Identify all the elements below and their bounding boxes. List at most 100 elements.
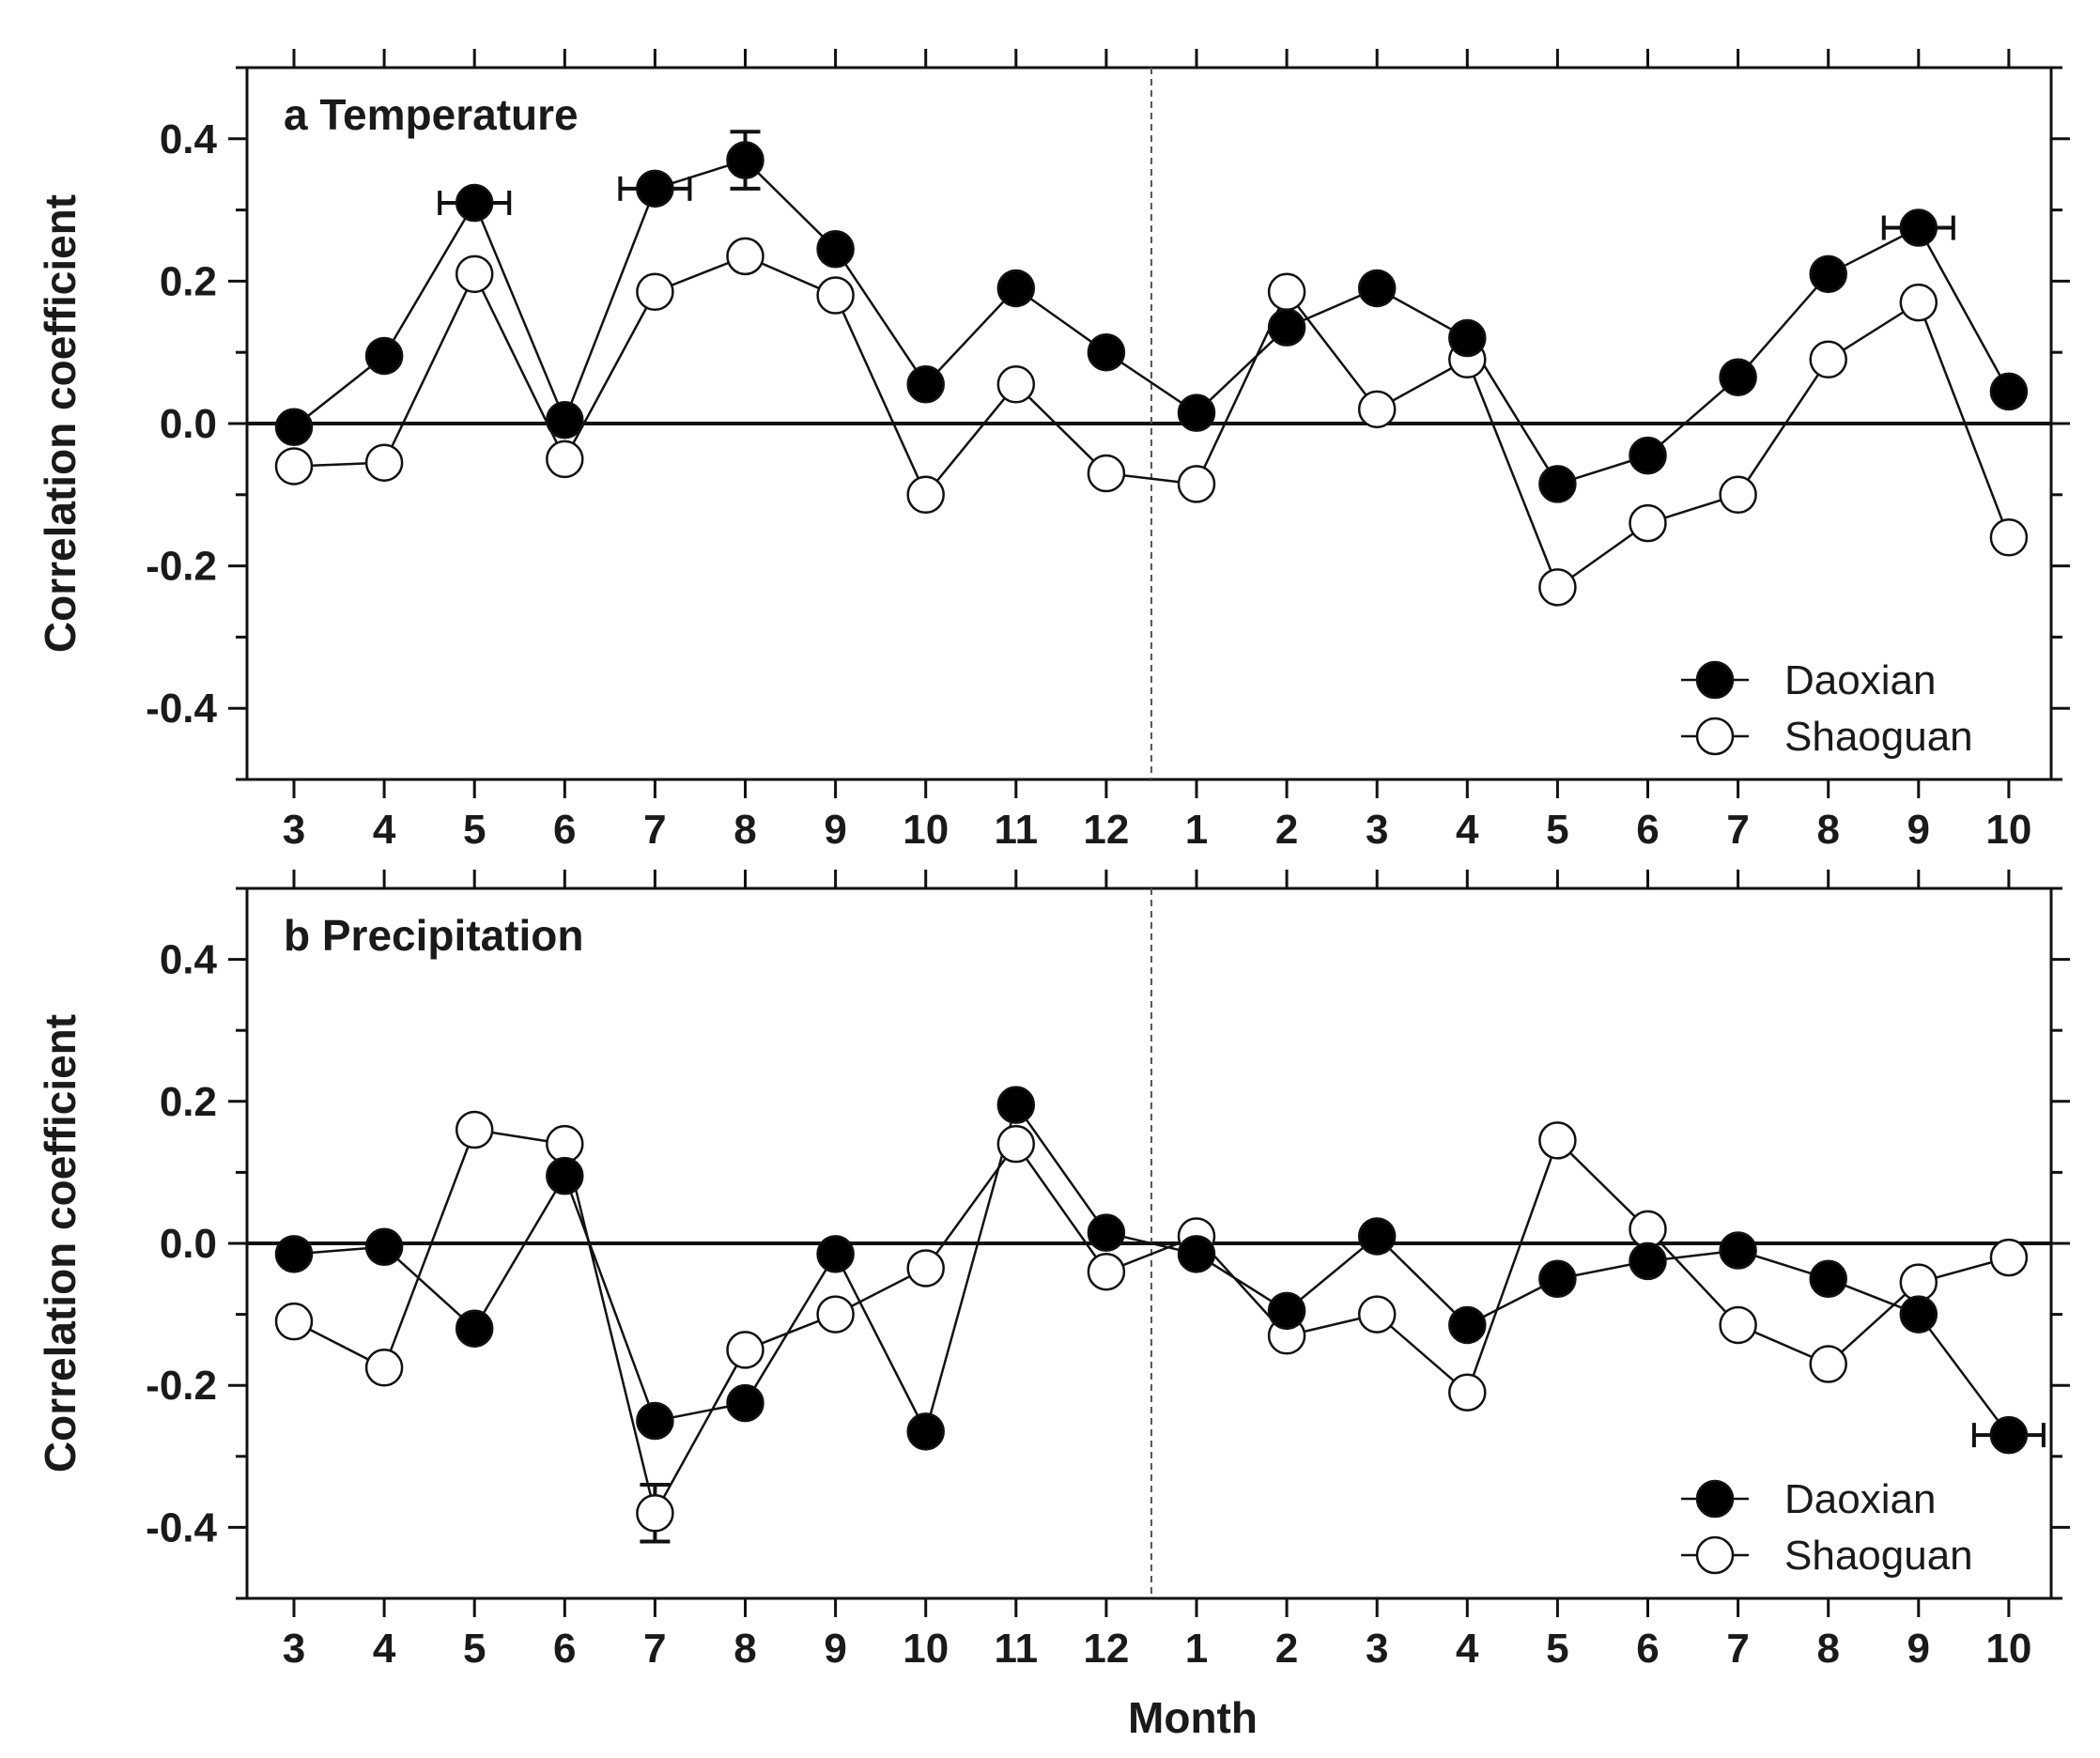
data-point-daoxian	[726, 1383, 764, 1423]
x-tick-label: 5	[463, 1626, 486, 1672]
data-point-daoxian	[636, 169, 674, 208]
data-point-shaoguan	[455, 1110, 494, 1149]
data-point-shaoguan	[906, 475, 945, 515]
legend-label-shaoguan: Shaoguan	[1784, 1533, 1973, 1579]
legend-marker-shaoguan	[1695, 1535, 1735, 1575]
data-point-shaoguan	[996, 1124, 1036, 1164]
data-point-daoxian	[1809, 1259, 1847, 1299]
data-point-daoxian	[1087, 332, 1126, 372]
data-point-shaoguan	[546, 1124, 584, 1164]
data-point-shaoguan	[1267, 272, 1306, 312]
data-point-daoxian	[1899, 208, 1938, 247]
data-point-shaoguan	[1087, 454, 1126, 493]
data-point-shaoguan	[1719, 1305, 1757, 1345]
panel-title: b Precipitation	[284, 911, 583, 960]
data-point-daoxian	[636, 1401, 674, 1441]
x-tick-label: 6	[1636, 807, 1659, 853]
data-point-daoxian	[1448, 1305, 1487, 1345]
x-tick-label: 12	[1083, 1626, 1129, 1672]
data-point-daoxian	[906, 1412, 945, 1451]
data-point-shaoguan	[726, 237, 764, 276]
legend-label-shaoguan: Shaoguan	[1784, 714, 1973, 760]
data-point-shaoguan	[364, 443, 404, 482]
y-tick-label: 0.0	[160, 401, 217, 447]
data-point-daoxian	[1538, 465, 1577, 503]
x-tick-label: 1	[1185, 1626, 1208, 1672]
x-tick-label: 6	[1636, 1626, 1659, 1672]
y-tick-label: 0.0	[160, 1221, 217, 1267]
y-tick-label: -0.4	[146, 1504, 217, 1550]
data-point-daoxian	[816, 230, 855, 269]
x-tick-label: 8	[1816, 1626, 1839, 1672]
x-tick-label: 11	[995, 807, 1039, 853]
series-line-daoxian	[293, 159, 2010, 486]
x-tick-label: 4	[1456, 1626, 1479, 1672]
data-point-daoxian	[1267, 1291, 1306, 1331]
y-tick-label: -0.2	[146, 1363, 217, 1409]
x-tick-label: 9	[824, 807, 846, 853]
y-tick-label: -0.4	[146, 686, 217, 732]
data-point-daoxian	[726, 141, 764, 179]
x-tick-label: 4	[373, 1626, 396, 1672]
data-point-daoxian	[364, 336, 404, 376]
data-point-daoxian	[1629, 436, 1667, 475]
data-point-daoxian	[1809, 254, 1847, 294]
data-point-shaoguan	[274, 447, 314, 486]
data-point-shaoguan	[1538, 568, 1577, 607]
data-point-shaoguan	[546, 440, 584, 479]
y-axis-label: Correlation coefficient	[36, 1014, 85, 1473]
y-tick-label: -0.2	[146, 544, 217, 590]
x-tick-label: 7	[1726, 1626, 1749, 1672]
legend-label-daoxian: Daoxian	[1784, 657, 1936, 703]
data-point-shaoguan	[1538, 1121, 1577, 1160]
data-point-daoxian	[1177, 1235, 1216, 1273]
x-tick-label: 10	[903, 1626, 949, 1672]
x-tick-label: 5	[1546, 807, 1568, 853]
x-tick-label: 7	[1726, 807, 1749, 853]
legend-label-daoxian: Daoxian	[1784, 1476, 1936, 1522]
data-point-shaoguan	[1989, 518, 2029, 557]
data-point-daoxian	[274, 1235, 314, 1273]
x-tick-label: 5	[1546, 1626, 1568, 1672]
data-point-shaoguan	[274, 1302, 314, 1341]
data-point-daoxian	[1899, 1295, 1938, 1334]
legend-marker-daoxian	[1695, 1479, 1735, 1519]
legend-marker-shaoguan	[1695, 717, 1735, 756]
data-point-shaoguan	[1899, 283, 1938, 322]
data-point-shaoguan	[1629, 1210, 1667, 1249]
x-tick-label: 3	[1366, 807, 1388, 853]
x-tick-label: 3	[283, 807, 305, 853]
data-point-shaoguan	[906, 1249, 945, 1288]
data-point-daoxian	[546, 400, 584, 440]
data-point-daoxian	[906, 365, 945, 404]
legend-marker-daoxian	[1695, 660, 1735, 700]
x-tick-label: 8	[733, 807, 756, 853]
data-point-shaoguan	[636, 1494, 674, 1533]
data-point-shaoguan	[455, 254, 494, 294]
data-point-daoxian	[1989, 1415, 2029, 1455]
panel-title: a Temperature	[284, 90, 579, 139]
data-point-daoxian	[1267, 308, 1306, 347]
x-tick-label: 3	[1366, 1626, 1388, 1672]
data-point-daoxian	[996, 1086, 1036, 1124]
x-tick-label: 9	[824, 1626, 846, 1672]
data-point-shaoguan	[1629, 503, 1667, 543]
x-tick-label: 10	[903, 807, 949, 853]
y-tick-label: 0.2	[160, 258, 217, 304]
data-point-daoxian	[1989, 372, 2029, 411]
x-tick-label: 8	[733, 1626, 756, 1672]
y-tick-label: 0.4	[160, 116, 218, 162]
x-tick-label: 7	[643, 1626, 666, 1672]
data-point-shaoguan	[1809, 340, 1847, 379]
data-point-daoxian	[364, 1227, 404, 1267]
data-point-daoxian	[1719, 1231, 1757, 1270]
data-point-shaoguan	[726, 1331, 764, 1369]
data-point-daoxian	[1719, 358, 1757, 396]
series-line-shaoguan	[293, 1128, 2010, 1517]
precipitation-panel: 3 4 5 6 7 8 9 10 11 12 1 2 3 4 5 6 7 8 9 100.40.20.0-0.2-0.…	[36, 870, 2070, 1672]
x-tick-label: 3	[283, 1626, 305, 1672]
data-point-shaoguan	[1899, 1263, 1938, 1302]
data-point-daoxian	[274, 408, 314, 447]
x-axis-label: Month	[1128, 1693, 1258, 1742]
